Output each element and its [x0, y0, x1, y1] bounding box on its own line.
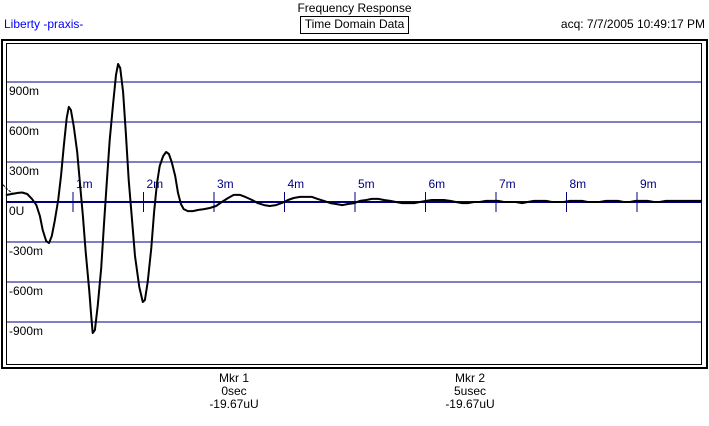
trace-layer [2, 63, 703, 335]
marker-2-value: -19.67uU [445, 397, 495, 411]
marker-2-time: 5usec [453, 384, 487, 398]
marker-1-readout: Mkr 1 0sec -19.67uU [164, 372, 304, 411]
y-axis-tick-label: -600m [9, 284, 43, 298]
x-axis-tick-label: 7m [499, 177, 516, 191]
subtitle-row: Time Domain Data [0, 16, 709, 34]
page-title: Frequency Response [297, 1, 412, 15]
y-axis-tick-label: -900m [9, 324, 43, 338]
x-axis-tick-label: 5m [358, 177, 375, 191]
pre-trace-dashed-trace [2, 184, 14, 195]
y-axis-tick-label: -300m [9, 244, 43, 258]
acquisition-timestamp: acq: 7/7/2005 10:49:17 PM [560, 17, 705, 31]
plot-inner-frame [6, 43, 702, 365]
marker-2-readout: Mkr 2 5usec -19.67uU [400, 372, 540, 411]
marker-1-value: -19.67uU [209, 397, 259, 411]
x-axis-tick-label: 2m [147, 177, 164, 191]
x-axis-tick-label: 4m [288, 177, 305, 191]
x-axis-tick-label: 3m [217, 177, 234, 191]
x-axis-tick-label: 9m [640, 177, 657, 191]
marker-2-name: Mkr 2 [455, 371, 485, 385]
y-axis-tick-label: 900m [9, 84, 39, 98]
app-brand-label: Liberty -praxis- [4, 17, 84, 31]
y-axis-tick-label: 300m [9, 164, 39, 178]
y-axis-tick-label: 600m [9, 124, 39, 138]
time-domain-data-button[interactable]: Time Domain Data [299, 16, 410, 34]
plot-outer-frame [1, 39, 708, 369]
x-axis-tick-label: 8m [570, 177, 587, 191]
marker-1-time: 0sec [221, 384, 247, 398]
axis-label-layer: 900m 600m 300m 0U -300m -600m -900m 1m 2m 3m 4m 5m 6… [9, 84, 657, 338]
x-axis-tick-label: 6m [429, 177, 446, 191]
x-axis-tick-label: 1m [76, 177, 93, 191]
impulse-response-trace [5, 63, 703, 335]
marker-1-name: Mkr 1 [219, 371, 249, 385]
y-axis-tick-label: 0U [9, 204, 24, 218]
